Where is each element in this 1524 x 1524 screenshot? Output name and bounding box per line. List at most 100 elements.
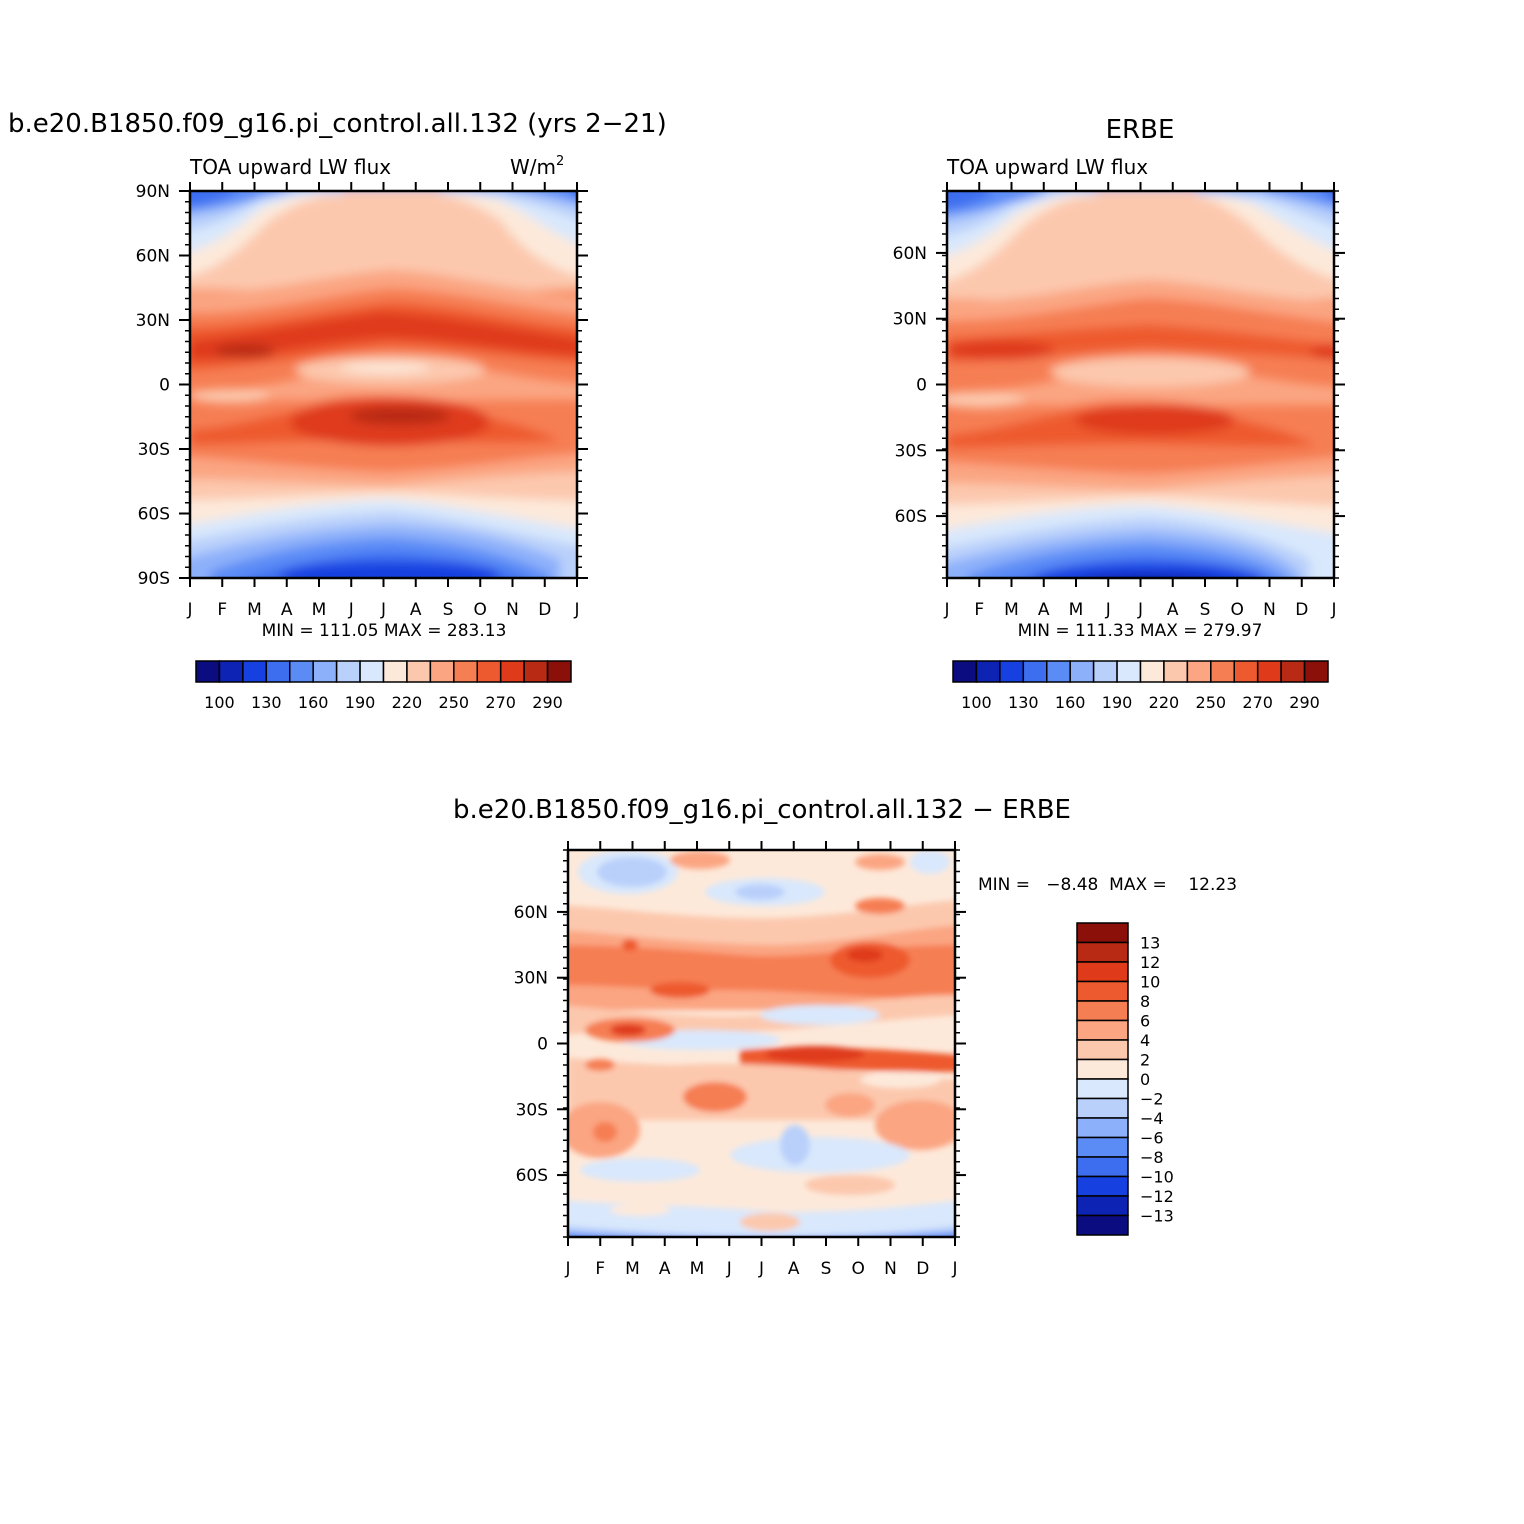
diff-x-label: A	[788, 1259, 800, 1279]
obs-x-label: S	[1200, 600, 1211, 620]
diff-colorbar-label: 10	[1140, 973, 1160, 992]
obs-y-label: 30N	[893, 310, 927, 330]
model-colorbar: 100 130 160 190 220 250 270 290	[195, 660, 572, 712]
obs-x-label: N	[1263, 600, 1276, 620]
obs-x-label: A	[1038, 600, 1050, 620]
obs-y-label: 60S	[895, 507, 927, 527]
diff-colorbar-label: 4	[1140, 1031, 1150, 1050]
diff-colorbar-box	[1076, 1136, 1129, 1158]
model-x-label: J	[573, 600, 579, 620]
diff-x-label: J	[758, 1259, 764, 1279]
model-y-label: 90N	[136, 182, 170, 202]
obs-y-label: 60N	[893, 244, 927, 264]
model-colorbar-label: 290	[532, 693, 563, 712]
model-colorbar-box	[335, 660, 361, 683]
diff-colorbar-label: 2	[1140, 1051, 1150, 1070]
model-colorbar-box	[382, 660, 408, 683]
model-colorbar-box	[546, 660, 572, 683]
diff-colorbar-label: 13	[1140, 934, 1160, 953]
model-x-label: A	[410, 600, 422, 620]
diff-colorbar-box	[1076, 1078, 1129, 1100]
model-x-label: D	[538, 600, 551, 620]
model-y-label: 60S	[138, 505, 170, 525]
diff-colorbar-box	[1076, 1214, 1129, 1236]
diff-y-label: 30S	[516, 1100, 548, 1120]
diff-colorbar-label: −4	[1140, 1109, 1164, 1128]
obs-x-label: J	[1137, 600, 1143, 620]
obs-minmax: MIN = 111.33 MAX = 279.97	[1018, 621, 1263, 641]
obs-x-label: D	[1295, 600, 1308, 620]
diff-colorbar-box	[1076, 1039, 1129, 1061]
obs-colorbar-box	[1022, 660, 1048, 683]
model-colorbar-box	[499, 660, 525, 683]
obs-colorbar-label: 160	[1055, 693, 1086, 712]
model-colorbar-label: 220	[392, 693, 423, 712]
diff-x-label: N	[884, 1259, 897, 1279]
panel-model: b.e20.B1850.f09_g16.pi_control.all.132 (…	[8, 109, 667, 712]
obs-colorbar-label: 130	[1008, 693, 1039, 712]
panel-model-variable: TOA upward LW flux	[189, 155, 391, 179]
obs-x-label: F	[974, 600, 984, 620]
obs-colorbar-label: 290	[1289, 693, 1320, 712]
obs-colorbar-box	[952, 660, 978, 683]
diff-colorbar-label: 0	[1140, 1070, 1150, 1089]
obs-colorbar-box	[975, 660, 1001, 683]
diff-colorbar-box	[1076, 1000, 1129, 1022]
diff-colorbar-box	[1076, 1117, 1129, 1139]
model-x-label: J	[348, 600, 354, 620]
obs-x-label: J	[1105, 600, 1111, 620]
diff-colorbar-box	[1076, 1058, 1129, 1080]
obs-x-label: A	[1167, 600, 1179, 620]
diff-x-label: M	[690, 1259, 705, 1279]
obs-colorbar-label: 220	[1149, 693, 1180, 712]
diff-colorbar-box	[1076, 1175, 1129, 1197]
model-colorbar-label: 160	[298, 693, 329, 712]
diff-x-label: J	[726, 1259, 732, 1279]
diff-colorbar-label: 12	[1140, 953, 1160, 972]
model-y-label: 0	[159, 376, 170, 396]
model-minmax: MIN = 111.05 MAX = 283.13	[262, 621, 507, 641]
diff-colorbar-label: 6	[1140, 1012, 1150, 1031]
obs-colorbar-box	[1280, 660, 1306, 683]
diff-minmax: MIN = −8.48 MAX = 12.23	[978, 875, 1237, 895]
obs-x-label: J	[1330, 600, 1336, 620]
obs-colorbar-label: 190	[1102, 693, 1133, 712]
model-colorbar-box	[265, 660, 291, 683]
diff-colorbar-box	[1076, 941, 1129, 963]
model-contour-field	[190, 191, 577, 578]
obs-colorbar-box	[1116, 660, 1142, 683]
diff-colorbar-box	[1076, 1097, 1129, 1119]
panel-model-title: b.e20.B1850.f09_g16.pi_control.all.132 (…	[8, 109, 667, 139]
model-colorbar-box	[476, 660, 502, 683]
obs-colorbar-box	[1210, 660, 1235, 683]
obs-colorbar-box	[1092, 660, 1118, 683]
obs-colorbar-box	[999, 660, 1025, 683]
model-y-label: 90S	[138, 569, 170, 589]
model-x-label: F	[217, 600, 227, 620]
model-colorbar-box	[406, 660, 432, 683]
diff-y-label: 60S	[516, 1166, 548, 1186]
diff-colorbar-box	[1076, 922, 1129, 944]
diff-colorbar-label: −13	[1140, 1207, 1174, 1226]
diff-colorbar-box	[1076, 980, 1129, 1002]
panel-obs-title: ERBE	[1106, 115, 1175, 145]
obs-colorbar-label: 250	[1196, 693, 1227, 712]
obs-colorbar-box	[1139, 660, 1165, 683]
obs-x-label: M	[1069, 600, 1084, 620]
model-x-label: M	[247, 600, 262, 620]
obs-y-label: 30S	[895, 441, 927, 461]
diff-colorbar-box	[1076, 961, 1129, 983]
diff-colorbar-box	[1076, 1019, 1129, 1041]
obs-colorbar-label: 270	[1242, 693, 1273, 712]
diff-colorbar-label: −6	[1140, 1129, 1164, 1148]
model-colorbar-label: 100	[204, 693, 235, 712]
diff-colorbar-label: −2	[1140, 1090, 1164, 1109]
diff-colorbar-label: −10	[1140, 1168, 1174, 1187]
model-colorbar-box	[289, 660, 314, 683]
diff-x-label: F	[595, 1259, 605, 1279]
